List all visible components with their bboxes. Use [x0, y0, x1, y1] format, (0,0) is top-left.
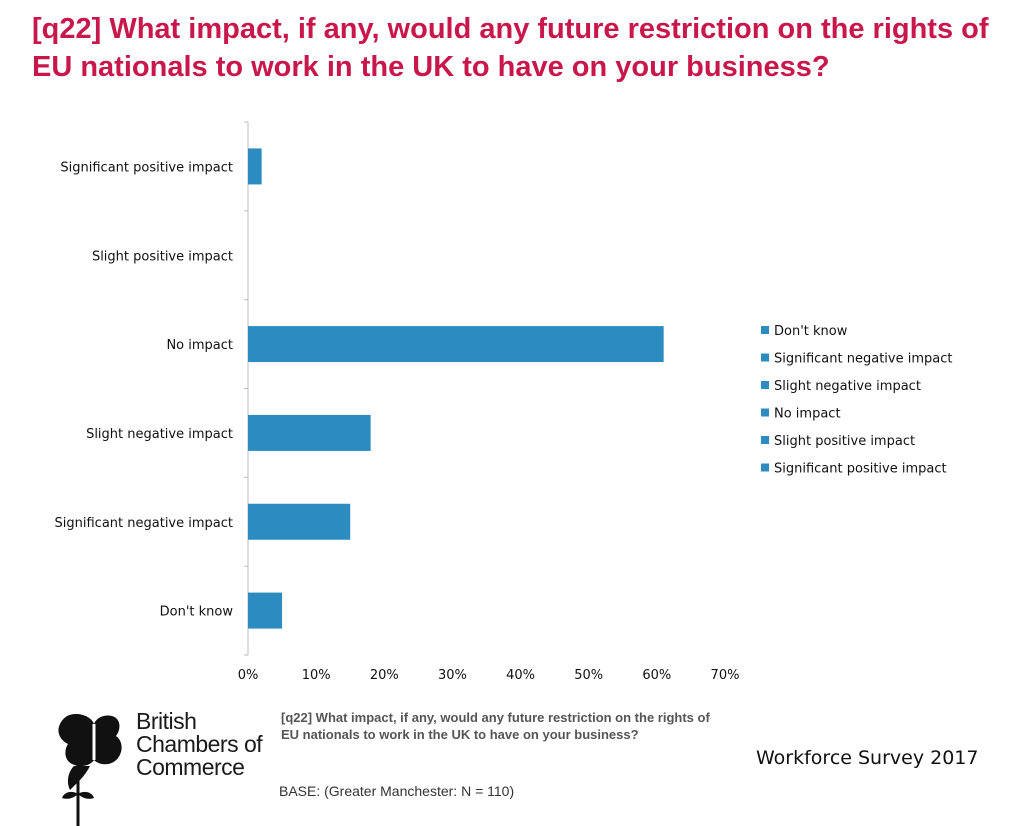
legend-item-label: Significant positive impact [774, 462, 947, 477]
x-tick-label: 60% [642, 668, 671, 683]
x-tick-label: 20% [370, 668, 399, 683]
legend-swatch [761, 353, 769, 362]
legend-swatch [761, 463, 769, 472]
bar-significant-negative-impact [248, 503, 351, 540]
bcc-logo-text: British Chambers of Commerce [136, 708, 263, 780]
category-label: Slight negative impact [86, 427, 233, 442]
legend-item-label: Don't know [774, 324, 848, 339]
category-label: Significant positive impact [60, 160, 233, 175]
category-label: No impact [166, 338, 233, 353]
legend-swatch [761, 436, 769, 444]
x-tick-label: 30% [438, 668, 467, 683]
footer-question: [q22] What impact, if any, would any fut… [281, 710, 710, 742]
bar-chart: Significant positive impact Slight positi… [55, 121, 952, 683]
logo-line-chambers: Chambers of [136, 731, 263, 757]
legend-item-label: No impact [774, 407, 841, 422]
bar-don-t-know [248, 592, 283, 629]
x-tick-label: 40% [506, 668, 535, 683]
legend-swatch [761, 326, 769, 334]
legend-item-label: Significant negative impact [774, 352, 952, 367]
survey-name: Workforce Survey 2017 [756, 747, 979, 769]
plot-area: Significant positive impact Slight positi… [55, 121, 740, 683]
x-tick-label: 70% [711, 668, 740, 683]
legend-swatch [761, 408, 769, 417]
category-label: Significant negative impact [55, 516, 233, 531]
bcc-logo-icon [58, 714, 122, 826]
bar-significant-positive-impact [248, 148, 262, 185]
logo-line-commerce: Commerce [136, 754, 245, 780]
x-tick-label: 50% [574, 668, 603, 683]
x-tick-label: 0% [238, 668, 259, 683]
chart-title: [q22] What impact, if any, would any fut… [32, 13, 989, 83]
footer-base-note: BASE: (Greater Manchester: N = 110) [279, 783, 515, 799]
legend-swatch [761, 381, 769, 389]
legend-item-label: Slight positive impact [774, 434, 915, 449]
category-label: Slight positive impact [92, 249, 233, 264]
bar-slight-negative-impact [248, 414, 371, 451]
chart-legend: Don't know Significant negative impact Sli… [761, 324, 952, 477]
legend-item-label: Slight negative impact [774, 379, 921, 394]
category-label: Don't know [160, 605, 234, 620]
logo-line-british: British [136, 708, 197, 734]
bar-no-impact [248, 326, 664, 363]
x-tick-label: 10% [302, 668, 331, 683]
